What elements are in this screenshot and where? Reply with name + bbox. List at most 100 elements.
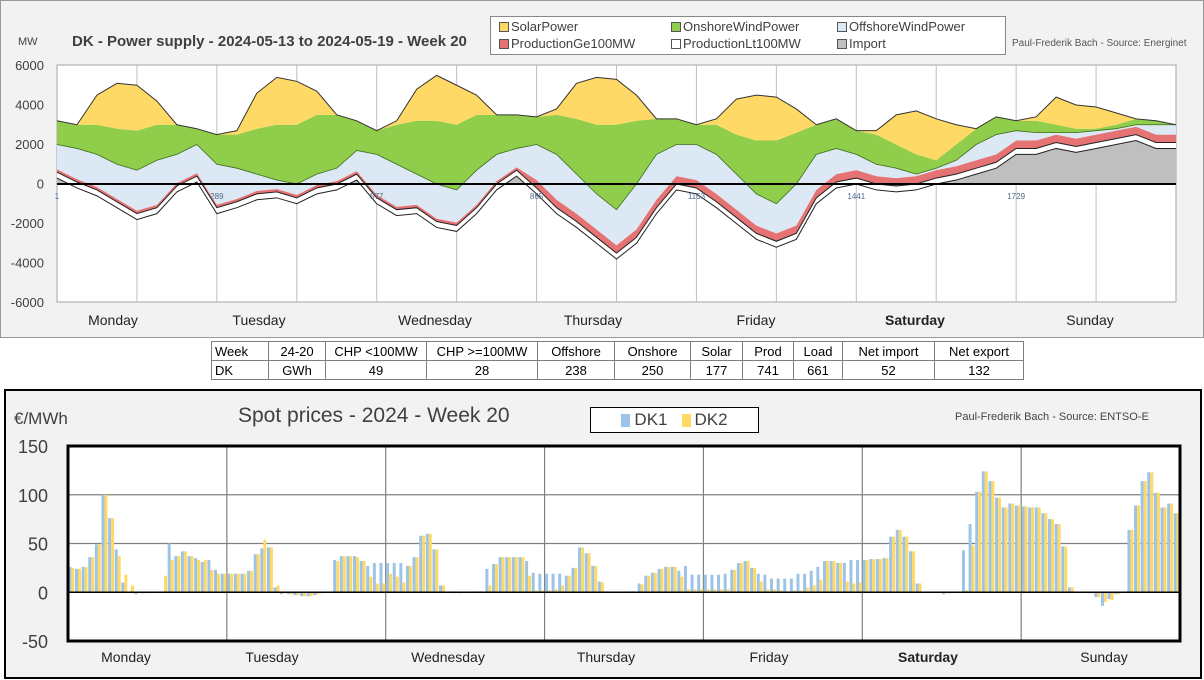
bar-dk1 — [366, 565, 370, 593]
day-label-thursday: Thursday — [564, 312, 622, 328]
bar-dk1 — [750, 567, 754, 593]
y-tick-label: 4000 — [15, 98, 44, 113]
bar-dk1 — [1160, 507, 1164, 593]
bar-dk1 — [425, 533, 429, 593]
bar-dk2 — [236, 573, 240, 593]
bar-dk1 — [544, 573, 548, 593]
bar-dk1 — [862, 560, 866, 593]
bar-dk1 — [703, 574, 707, 593]
bar-dk1 — [1034, 507, 1038, 593]
bar-dk2 — [1057, 524, 1061, 593]
bar-dk1 — [333, 560, 337, 593]
bar-dk1 — [942, 592, 946, 595]
legend-item-dk1: DK1 — [621, 410, 668, 430]
bar-dk2 — [349, 556, 353, 593]
y-tick-label: -2000 — [11, 216, 44, 231]
bar-dk1 — [339, 556, 343, 593]
bar-dk1 — [809, 570, 813, 593]
bar-dk2 — [488, 585, 492, 593]
bar-dk2 — [296, 592, 300, 596]
legend-swatch — [837, 38, 847, 49]
bar-dk2 — [1070, 587, 1074, 593]
legend-item-offshorewindpower: OffshoreWindPower — [837, 19, 965, 34]
bar-dk2 — [1137, 505, 1141, 593]
bar-dk1 — [961, 550, 965, 593]
bar-dk2 — [1024, 506, 1028, 593]
bar-dk2 — [872, 559, 876, 593]
bar-dk1 — [670, 566, 674, 593]
column-header-chp-100mw: CHP <100MW — [325, 341, 427, 361]
bar-dk1 — [578, 547, 582, 593]
bar-dk1 — [644, 575, 648, 593]
bar-dk2 — [1110, 592, 1114, 601]
bar-dk2 — [111, 518, 115, 593]
bar-dk1 — [518, 557, 522, 593]
bar-dk2 — [303, 592, 307, 597]
bar-dk1 — [1061, 546, 1065, 593]
bar-dk2 — [792, 590, 796, 593]
bar-dk1 — [81, 566, 85, 593]
bar-dk1 — [498, 557, 502, 593]
bar-dk2 — [521, 557, 525, 593]
column-header-solar: Solar — [690, 341, 743, 361]
bar-dk2 — [164, 575, 168, 593]
legend-label: SolarPower — [511, 19, 579, 34]
bar-dk2 — [124, 574, 128, 593]
bar-dk1 — [108, 518, 112, 593]
bar-dk1 — [869, 559, 873, 593]
bar-dk2 — [759, 581, 763, 593]
bar-dk1 — [915, 583, 919, 593]
bar-dk1 — [399, 563, 403, 593]
bar-dk2 — [739, 563, 743, 593]
bar-dk1 — [260, 548, 264, 593]
table-header-row: Week 24-20 CHP <100MW CHP >=100MW Offshore On… — [211, 341, 1024, 361]
bar-dk2 — [210, 569, 214, 593]
day-label-saturday: Saturday — [898, 649, 958, 665]
bar-dk1 — [842, 563, 846, 593]
bar-dk1 — [856, 560, 860, 593]
bar-dk1 — [392, 563, 396, 593]
bar-dk1 — [412, 557, 416, 593]
table-cell: 741 — [742, 360, 794, 380]
bar-dk1 — [736, 563, 740, 593]
bar-dk1 — [1094, 592, 1098, 598]
bar-dk1 — [346, 556, 350, 593]
bar-dk1 — [293, 592, 297, 596]
bar-dk2 — [130, 585, 134, 593]
bottom-chart-legend: DK1 DK2 — [590, 407, 759, 433]
bar-dk1 — [273, 587, 277, 593]
bar-dk2 — [422, 535, 426, 593]
table-cell: 177 — [690, 360, 743, 380]
legend-swatch — [499, 38, 509, 49]
bar-dk2 — [865, 560, 869, 593]
bar-dk1 — [690, 574, 694, 593]
y-tick-label: -6000 — [11, 295, 44, 310]
bar-dk1 — [743, 561, 747, 593]
day-label-saturday: Saturday — [885, 312, 945, 328]
bar-dk1 — [591, 565, 595, 593]
y-tick-label: 0 — [37, 177, 44, 192]
legend-swatch — [499, 21, 509, 32]
bar-dk2 — [395, 576, 399, 593]
bar-dk2 — [713, 589, 717, 593]
bar-dk1 — [1041, 513, 1045, 593]
bar-dk1 — [313, 592, 317, 596]
bar-dk2 — [1011, 503, 1015, 593]
bar-dk1 — [174, 556, 178, 593]
table-cell: GWh — [268, 360, 326, 380]
bar-dk2 — [1150, 472, 1154, 593]
day-label-wednesday: Wednesday — [411, 649, 485, 665]
bar-dk2 — [402, 582, 406, 593]
bar-dk1 — [227, 573, 231, 593]
bar-dk1 — [584, 553, 588, 593]
bar-dk2 — [911, 551, 915, 593]
bar-dk1 — [1014, 505, 1018, 593]
bar-dk2 — [71, 567, 75, 593]
bar-dk1 — [637, 583, 641, 593]
bar-dk1 — [1153, 492, 1157, 593]
bar-dk1 — [1134, 505, 1138, 593]
bar-dk1 — [372, 563, 376, 593]
bar-dk1 — [763, 574, 767, 593]
bar-dk1 — [981, 471, 985, 593]
bar-dk2 — [647, 575, 651, 593]
